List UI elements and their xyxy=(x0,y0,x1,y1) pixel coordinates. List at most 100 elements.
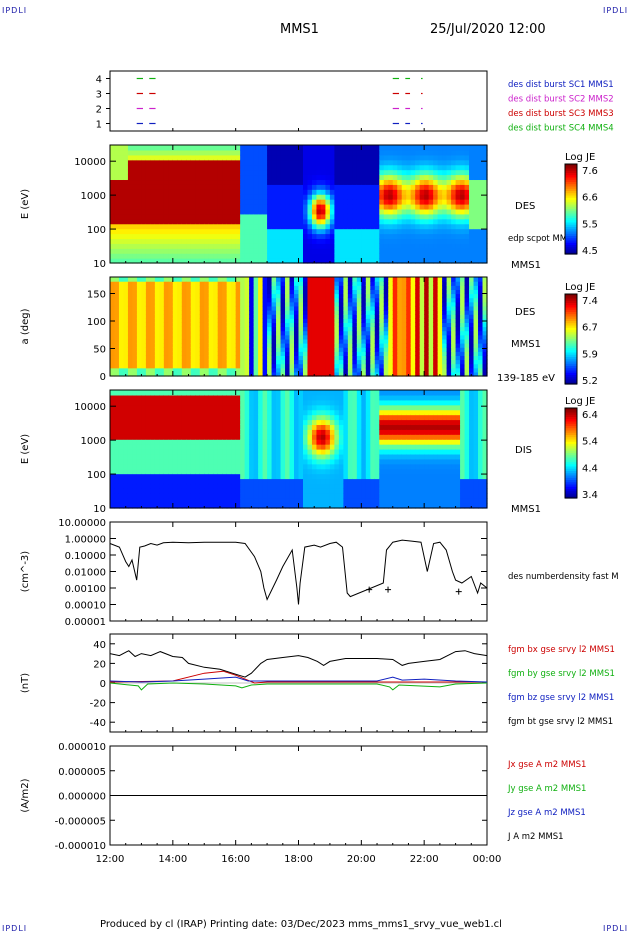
dis-energy-spectrogram-cell xyxy=(110,488,116,494)
des-energy-spectrogram-cell xyxy=(276,159,282,166)
des-energy-spectrogram-cell xyxy=(442,149,448,156)
des-pitch-spectrogram-cell xyxy=(154,322,160,328)
des-energy-spectrogram-cell xyxy=(271,164,277,171)
dis-energy-spectrogram-cell xyxy=(136,493,143,499)
des-energy-spectrogram-cell xyxy=(383,164,389,171)
des-pitch-spectrogram-cell xyxy=(343,301,349,307)
des-energy-spectrogram-cell xyxy=(424,228,430,235)
des-pitch-spectrogram-cell xyxy=(118,338,125,344)
burst-label: des dist burst SC3 MMS3 xyxy=(508,109,614,119)
des-energy-spectrogram-cell xyxy=(235,159,241,166)
des-energy-spectrogram-cell xyxy=(338,248,344,254)
des-pitch-spectrogram-cell xyxy=(136,285,143,290)
des-pitch-spectrogram-cell xyxy=(294,281,300,286)
des-pitch-spectrogram-cell xyxy=(262,310,268,315)
dis-energy-spectrogram-cell xyxy=(208,458,214,465)
des-energy-spectrogram-cell xyxy=(154,189,160,195)
des-energy-spectrogram-cell xyxy=(388,258,394,264)
des-pitch-spectrogram-cell xyxy=(168,351,174,356)
des-pitch-spectrogram-cell xyxy=(401,289,407,295)
dis-energy-spectrogram-cell xyxy=(145,463,151,470)
des-pitch-spectrogram-cell xyxy=(320,363,327,369)
des-pitch-spectrogram-cell xyxy=(199,305,205,311)
des-pitch-spectrogram-cell xyxy=(154,359,160,365)
des-pitch-spectrogram-cell xyxy=(379,330,385,336)
des-pitch-spectrogram-cell xyxy=(379,293,385,299)
dis-energy-spectrogram-cell xyxy=(195,394,201,401)
des-energy-spectrogram-cell xyxy=(280,164,286,171)
des-energy-spectrogram-cell xyxy=(356,189,362,195)
des-energy-spectrogram-cell xyxy=(123,228,129,235)
des-energy-spectrogram-cell xyxy=(217,145,223,151)
des-pitch-spectrogram-cell xyxy=(132,338,138,344)
des-energy-spectrogram-cell xyxy=(392,145,398,151)
des-energy-spectrogram-cell xyxy=(478,179,484,185)
des-pitch-spectrogram-cell xyxy=(114,343,120,348)
des-energy-spectrogram-cell xyxy=(401,223,407,230)
des-pitch-spectrogram-cell xyxy=(150,330,156,336)
des-energy-spectrogram-cell xyxy=(127,145,134,151)
des-energy-spectrogram-cell xyxy=(410,154,416,161)
dis-energy-spectrogram-cell xyxy=(127,424,134,430)
colorbar-des-pitch-segment xyxy=(565,363,577,367)
des-energy-spectrogram-cell xyxy=(316,149,322,156)
des-energy-spectrogram-cell xyxy=(249,228,255,235)
des-pitch-spectrogram-cell xyxy=(410,297,416,303)
dis-energy-spectrogram-cell xyxy=(208,409,214,416)
dis-energy-spectrogram-cell xyxy=(204,468,210,475)
des-energy-spectrogram-cell xyxy=(451,204,457,210)
des-pitch-spectrogram-cell xyxy=(428,285,434,290)
des-energy-spectrogram-cell xyxy=(478,228,484,235)
colorbar-des-pitch-segment xyxy=(565,357,577,360)
des-energy-spectrogram-cell xyxy=(159,223,165,230)
des-energy-spectrogram-cell xyxy=(424,179,430,185)
des-energy-spectrogram-cell xyxy=(222,159,228,166)
des-pitch-spectrogram-cell xyxy=(352,310,358,315)
des-energy-spectrogram-cell xyxy=(159,164,165,171)
des-pitch-spectrogram-cell xyxy=(410,363,416,369)
des-energy-spectrogram-cell xyxy=(235,238,241,244)
dis-energy-spectrogram-cell xyxy=(231,463,237,470)
des-energy-spectrogram-cell xyxy=(285,159,291,166)
dis-energy-spectrogram-cell xyxy=(217,463,223,470)
des-pitch-spectrogram-cell xyxy=(415,338,421,344)
des-energy-spectrogram-cell xyxy=(240,253,246,259)
des-pitch-spectrogram-cell xyxy=(325,359,331,365)
des-energy-spectrogram-cell xyxy=(451,253,457,259)
des-energy-spectrogram-cell xyxy=(388,204,394,210)
des-energy-spectrogram-cell xyxy=(231,233,237,240)
des-energy-spectrogram-cell xyxy=(240,233,246,240)
des-energy-spectrogram-cell xyxy=(240,159,246,166)
des-energy-spectrogram-cell xyxy=(141,194,147,200)
des-pitch-spectrogram-cell xyxy=(334,355,340,361)
dis-energy-spectrogram-cell xyxy=(190,424,196,430)
des-pitch-spectrogram-cell xyxy=(159,367,165,373)
des-pitch-spectrogram-cell xyxy=(253,310,259,315)
des-energy-spectrogram-cell xyxy=(123,208,129,215)
des-energy-spectrogram-cell xyxy=(258,194,264,200)
des-pitch-spectrogram-cell xyxy=(159,355,165,361)
des-pitch-spectrogram-cell xyxy=(163,322,169,328)
des-pitch-spectrogram-cell xyxy=(298,326,304,332)
des-pitch-spectrogram-cell xyxy=(141,293,147,299)
des-pitch-spectrogram-cell xyxy=(208,318,214,323)
dis-energy-spectrogram-cell xyxy=(235,463,241,470)
dis-energy-spectrogram-cell xyxy=(181,478,187,485)
des-pitch-spectrogram-cell xyxy=(195,347,201,352)
des-pitch-spectrogram-cell xyxy=(208,338,214,344)
des-energy-spectrogram-cell xyxy=(159,248,165,254)
des-pitch-spectrogram-cell xyxy=(329,330,336,336)
des-pitch-spectrogram-cell xyxy=(231,351,237,356)
des-energy-spectrogram-cell xyxy=(154,238,160,244)
des-energy-spectrogram-cell xyxy=(352,253,358,259)
dis-energy-spectrogram-cell xyxy=(231,434,237,440)
des-energy-spectrogram-cell xyxy=(159,243,165,249)
des-pitch-spectrogram-cell xyxy=(325,355,331,361)
des-pitch-spectrogram-cell xyxy=(320,359,327,365)
des-pitch-spectrogram-cell xyxy=(123,305,129,311)
des-energy-spectrogram-cell xyxy=(150,194,156,200)
des-pitch-spectrogram-cell xyxy=(338,347,344,352)
des-energy-spectrogram-cell xyxy=(267,248,273,254)
des-pitch-spectrogram-cell xyxy=(289,351,295,356)
des-energy-spectrogram-cell xyxy=(316,184,322,190)
